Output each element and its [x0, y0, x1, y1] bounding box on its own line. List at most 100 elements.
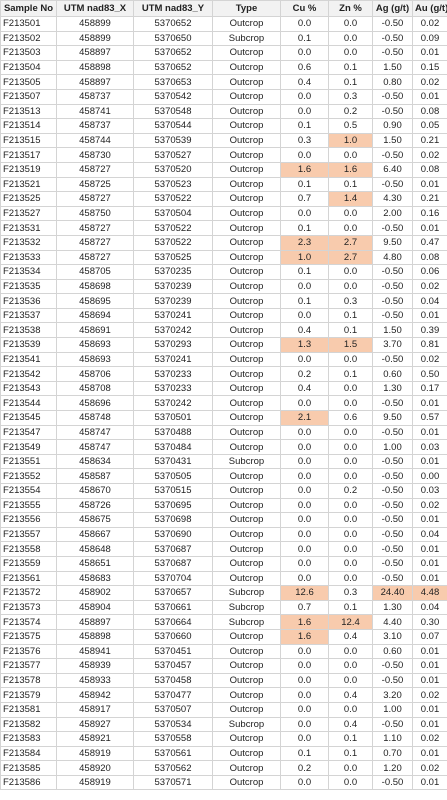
table-cell: 1.0 [328, 132, 373, 149]
table-cell: Subcrop [212, 599, 281, 616]
table-cell: 0.08 [412, 249, 447, 266]
table-cell: F213582 [0, 716, 57, 733]
table-cell: Outcrop [212, 512, 281, 528]
table-row: F213521 458725 5370523 Outcrop 0.1 0.1 -0.50 0.… [0, 176, 447, 193]
table-cell: 458696 [56, 395, 134, 412]
table-cell: 4.80 [372, 249, 413, 266]
table-cell: -0.50 [372, 526, 413, 543]
table-cell: Subcrop [212, 716, 281, 733]
table-cell: 458651 [56, 555, 134, 572]
table-cell: 0.04 [412, 293, 447, 309]
table-cell: 5370690 [133, 526, 213, 543]
table-cell: F213513 [0, 103, 57, 120]
table-cell: 0.57 [412, 410, 447, 426]
table-cell: 0.01 [412, 88, 447, 105]
table-cell: 0.4 [328, 687, 373, 703]
table-cell: 0.39 [412, 322, 447, 339]
table-row: F213561 458683 5370704 Outcrop 0.0 0.0 -0.50 0.… [0, 570, 447, 587]
table-cell: 0.0 [328, 512, 373, 528]
table-cell: F213502 [0, 30, 57, 47]
table-cell: 458730 [56, 147, 134, 163]
table-cell: -0.50 [372, 483, 413, 499]
table-cell: 2.00 [372, 205, 413, 222]
table-cell: 0.1 [328, 731, 373, 747]
table-cell: F213557 [0, 526, 57, 543]
table-cell: F213536 [0, 293, 57, 309]
table-row: F213556 458675 5370698 Outcrop 0.0 0.0 -0.50 0.… [0, 512, 447, 528]
table-cell: 0.01 [412, 45, 447, 61]
table-cell: 0.0 [328, 45, 373, 61]
table-cell: 5370522 [133, 234, 213, 251]
table-row: F213559 458651 5370687 Outcrop 0.0 0.0 -0.50 0.… [0, 555, 447, 572]
table-cell: 1.50 [372, 59, 413, 76]
table-cell: 458694 [56, 307, 134, 324]
table-cell: 0.1 [328, 176, 373, 193]
table-cell: 458726 [56, 497, 134, 514]
table-cell: 5370233 [133, 366, 213, 382]
table-cell: 458698 [56, 278, 134, 295]
table-cell: -0.50 [372, 716, 413, 733]
table-cell: 0.0 [328, 453, 373, 470]
table-cell: F213519 [0, 161, 57, 178]
table-cell: 458634 [56, 453, 134, 470]
table-cell: Outcrop [212, 59, 281, 76]
table-cell: 0.01 [412, 307, 447, 324]
table-cell: 5370451 [133, 643, 213, 660]
table-cell: 458727 [56, 191, 134, 207]
table-cell: 2.7 [328, 234, 373, 251]
table-cell: 0.0 [280, 512, 329, 528]
table-cell: 5370501 [133, 410, 213, 426]
table-cell: 5370457 [133, 658, 213, 674]
table-cell: 0.00 [412, 468, 447, 484]
table-cell: 5370687 [133, 541, 213, 557]
table-cell: 0.0 [328, 30, 373, 47]
table-cell: 0.0 [280, 351, 329, 368]
table-cell: 0.0 [280, 307, 329, 324]
table-cell: 5370539 [133, 132, 213, 149]
table-cell: 0.0 [328, 264, 373, 280]
table-cell: -0.50 [372, 774, 413, 791]
table-cell: 0.02 [412, 278, 447, 295]
table-cell: 458683 [56, 570, 134, 587]
table-cell: 0.01 [412, 555, 447, 572]
table-cell: 0.04 [412, 526, 447, 543]
table-cell: 0.01 [412, 541, 447, 557]
table-cell: F213572 [0, 585, 57, 601]
table-cell: 0.02 [412, 731, 447, 747]
table-cell: Outcrop [212, 687, 281, 703]
table-cell: F213578 [0, 672, 57, 689]
table-cell: F213549 [0, 439, 57, 455]
table-cell: F213544 [0, 395, 57, 412]
table-cell: 1.20 [372, 760, 413, 776]
table-cell: Outcrop [212, 672, 281, 689]
table-cell: 458708 [56, 380, 134, 397]
table-cell: 0.02 [412, 687, 447, 703]
table-cell: 0.7 [280, 191, 329, 207]
table-cell: 2.1 [280, 410, 329, 426]
table-cell: -0.50 [372, 278, 413, 295]
table-row: F213543 458708 5370233 Outcrop 0.4 0.0 1.30 0.1… [0, 380, 447, 397]
table-cell: 24.40 [372, 585, 413, 601]
table-cell: 12.4 [328, 614, 373, 630]
table-cell: Subcrop [212, 30, 281, 47]
table-cell: 5370698 [133, 512, 213, 528]
table-cell: 0.4 [280, 322, 329, 339]
table-row: F213538 458691 5370242 Outcrop 0.4 0.1 1.50 0.3… [0, 322, 447, 339]
table-row: F213536 458695 5370239 Outcrop 0.1 0.3 -0.50 0.… [0, 293, 447, 309]
table-cell: 0.4 [280, 74, 329, 90]
table-cell: F213537 [0, 307, 57, 324]
table-cell: Outcrop [212, 439, 281, 455]
table-cell: -0.50 [372, 570, 413, 587]
table-cell: 1.6 [280, 614, 329, 630]
table-row: F213534 458705 5370235 Outcrop 0.1 0.0 -0.50 0.… [0, 264, 447, 280]
table-cell: 0.0 [280, 541, 329, 557]
table-cell: 0.01 [412, 658, 447, 674]
table-row: F213551 458634 5370431 Subcrop 0.0 0.0 -0.50 0.… [0, 453, 447, 470]
table-cell: 0.81 [412, 337, 447, 353]
table-cell: Outcrop [212, 395, 281, 412]
header-cell: Au (g/t) [412, 0, 447, 17]
table-cell: 0.0 [280, 439, 329, 455]
table-row: F213514 458737 5370544 Outcrop 0.1 0.5 0.90 0.0… [0, 118, 447, 134]
table-cell: F213514 [0, 118, 57, 134]
table-row: F213503 458897 5370652 Outcrop 0.0 0.0 -0.50 0.… [0, 45, 447, 61]
